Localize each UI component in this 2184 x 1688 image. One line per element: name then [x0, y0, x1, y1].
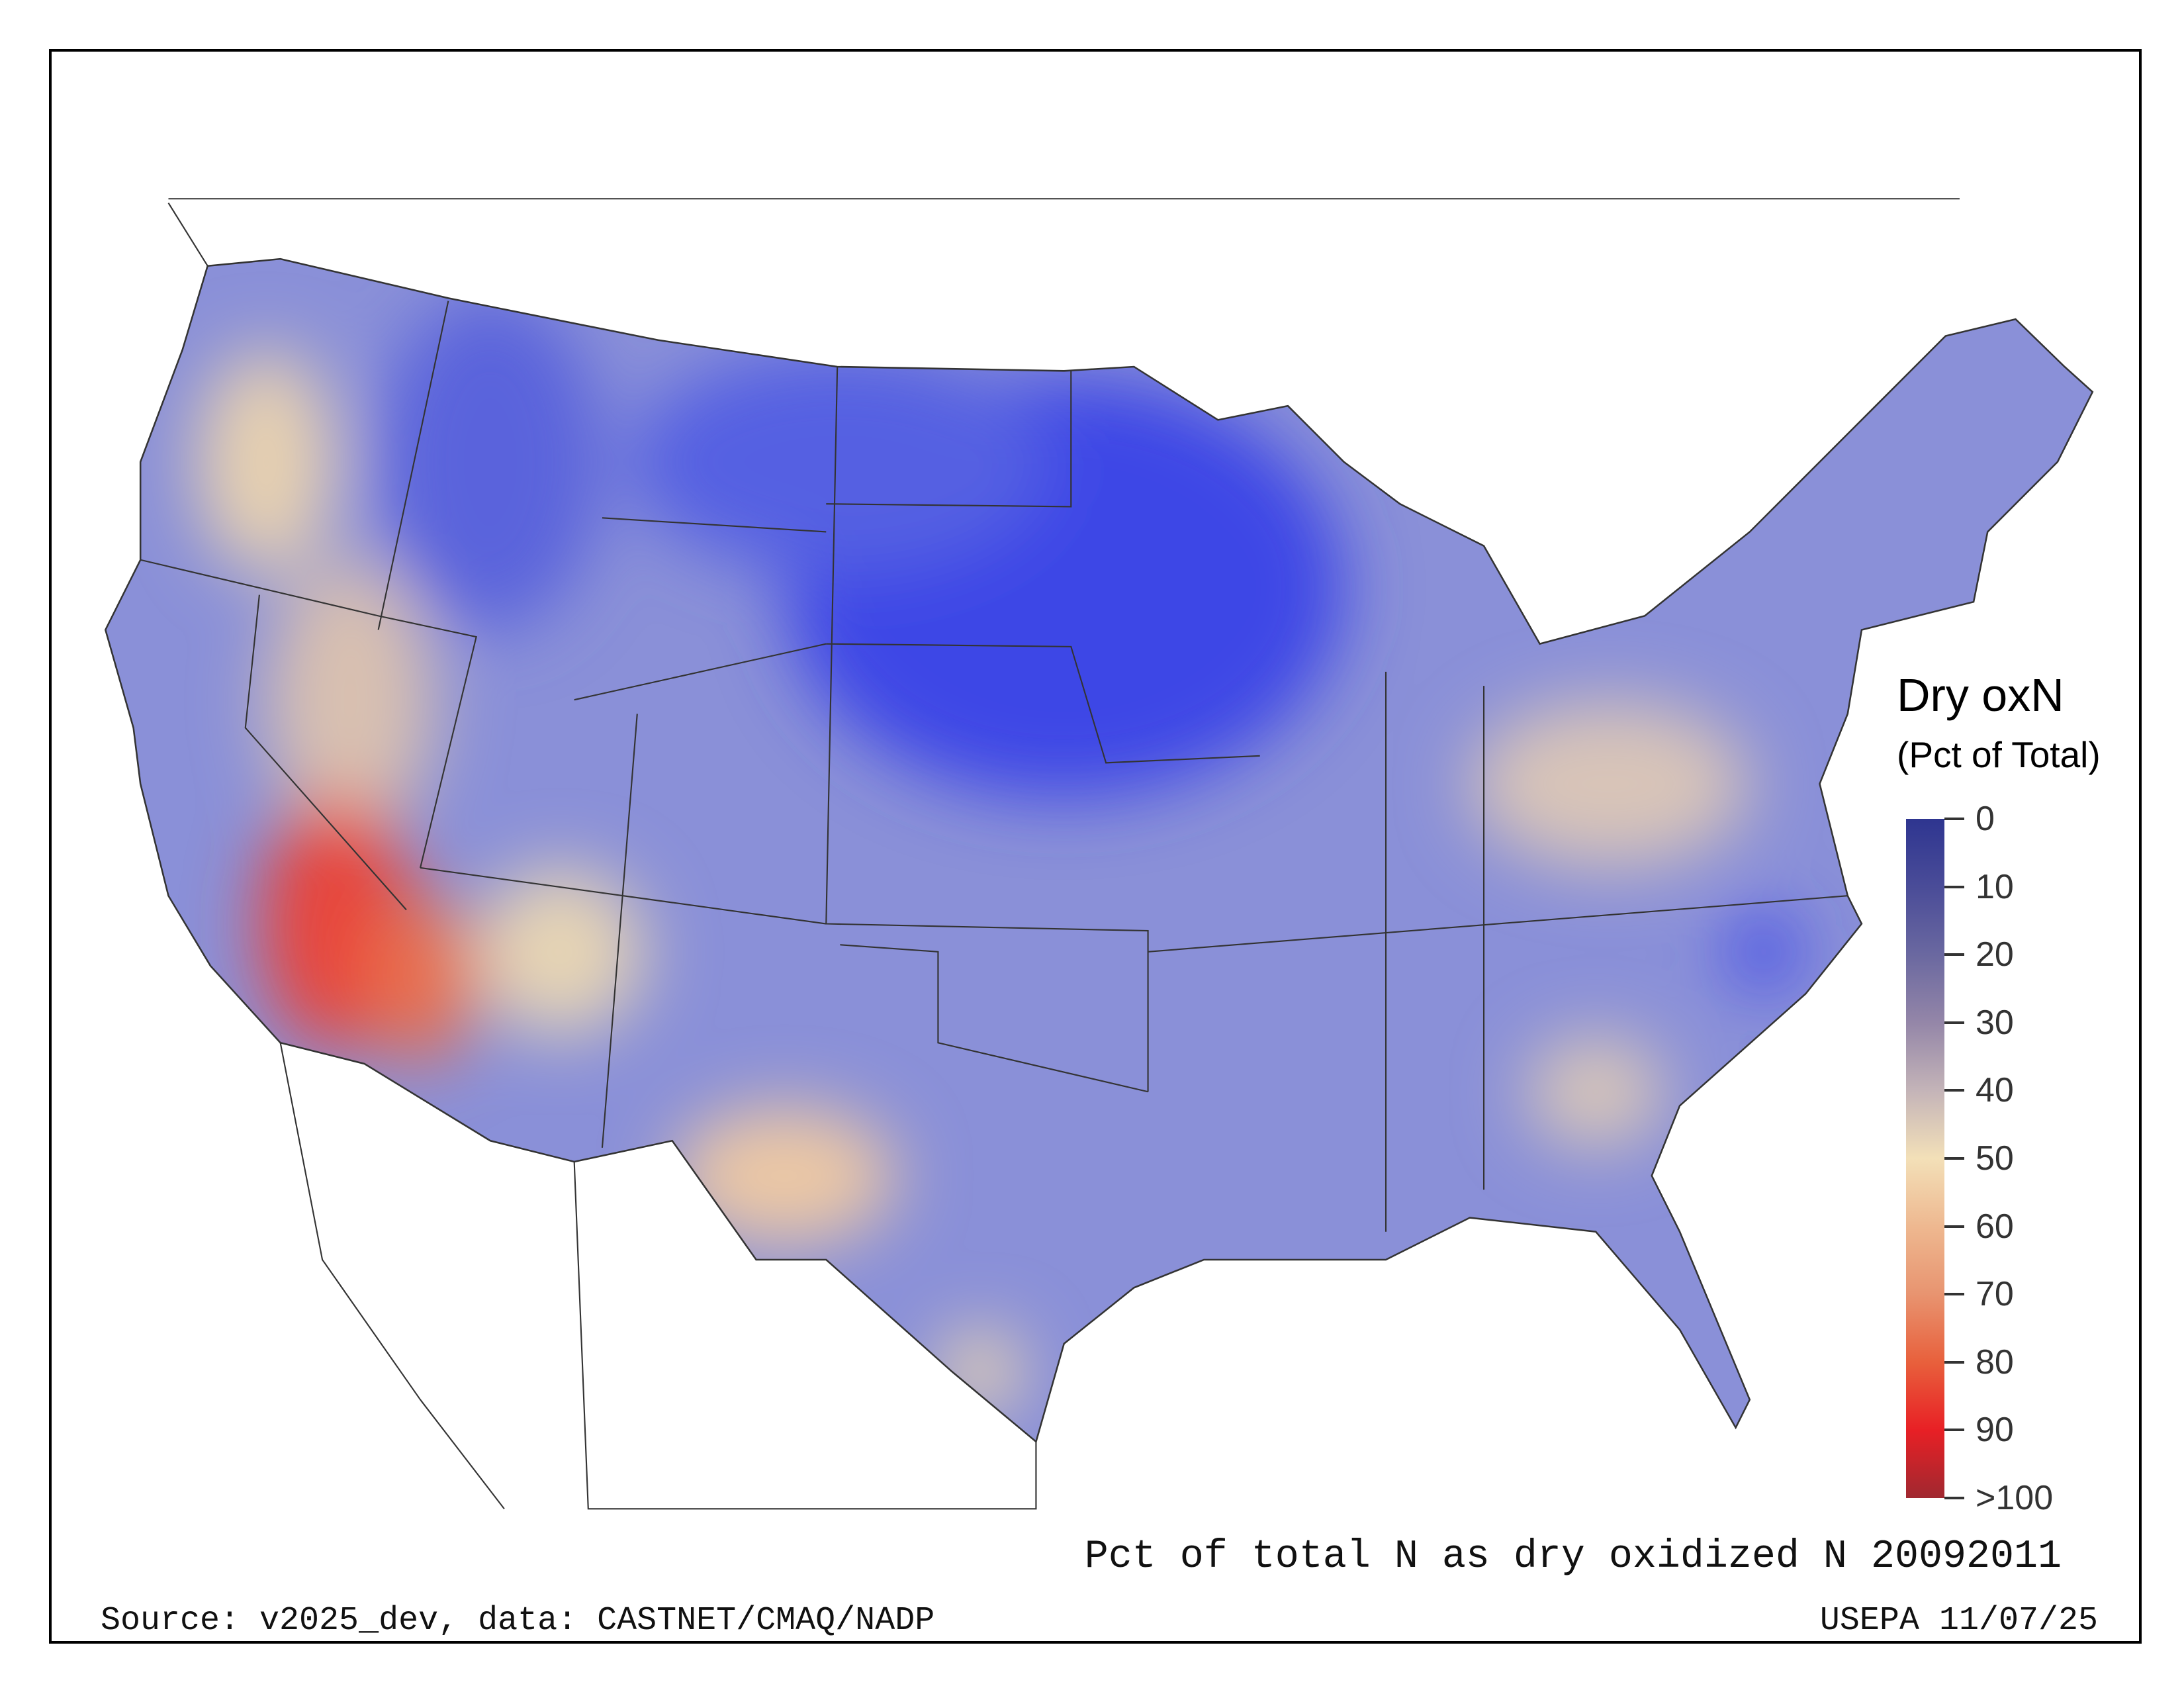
legend-tick-label: 60	[1976, 1207, 2014, 1246]
legend-tick	[1944, 953, 1964, 957]
legend-tick-label: 50	[1976, 1139, 2014, 1178]
color-bar	[1906, 819, 1944, 1498]
state-borders	[140, 301, 1848, 1232]
neighbor-borders	[167, 198, 1960, 1510]
legend-tick	[1944, 818, 1964, 820]
legend-title: Dry oxN	[1897, 669, 2064, 721]
legend-tick	[1944, 1089, 1964, 1092]
legend-tick	[1944, 1360, 1964, 1364]
map-title: Pct of total N as dry oxidized N 2009201…	[1084, 1534, 2062, 1579]
legend-tick-label: 20	[1976, 935, 2014, 974]
legend-tick-label: 90	[1976, 1411, 2014, 1450]
legend-tick	[1944, 1293, 1964, 1296]
legend-tick	[1944, 1157, 1964, 1160]
credit-text: USEPA 11/07/25	[1819, 1602, 2098, 1640]
legend-tick-label: 30	[1976, 1003, 2014, 1042]
legend-tick-label: 10	[1976, 867, 2014, 906]
legend-tick	[1944, 1225, 1964, 1228]
legend-tick	[1944, 1021, 1964, 1024]
figure-frame	[49, 49, 2142, 1644]
legend-tick-label: 70	[1976, 1275, 2014, 1314]
source-text: Source: v2025_dev, data: CASTNET/CMAQ/NA…	[101, 1602, 935, 1640]
legend-tick-label: >100	[1976, 1479, 2054, 1517]
legend-subtitle: (Pct of Total)	[1897, 734, 2101, 775]
legend-tick	[1944, 1429, 1964, 1432]
legend-tick-label: 80	[1976, 1342, 2014, 1382]
legend-tick	[1944, 885, 1964, 888]
legend-tick	[1944, 1497, 1964, 1499]
legend-tick-label: 0	[1976, 800, 1995, 838]
legend-tick-label: 40	[1976, 1071, 2014, 1110]
